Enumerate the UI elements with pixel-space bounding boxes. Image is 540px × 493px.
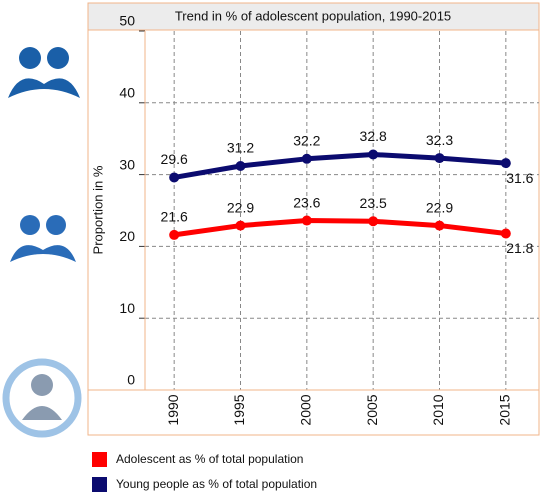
- y-tick-label: 40: [119, 85, 135, 101]
- data-label: 32.3: [426, 132, 453, 148]
- data-label: 21.6: [161, 209, 188, 225]
- data-label: 22.9: [227, 199, 254, 215]
- y-axis-label: Proportion in %: [90, 165, 105, 254]
- refresh-icon: [2, 358, 82, 438]
- series-line: [173, 151, 507, 180]
- data-point: [368, 149, 379, 160]
- plot-frame: [87, 29, 540, 436]
- data-point: [301, 215, 312, 226]
- data-label: 23.6: [293, 194, 320, 210]
- y-tick-label: 0: [127, 372, 135, 388]
- x-tick-label: 1990: [165, 394, 181, 425]
- data-label: 22.9: [426, 199, 453, 215]
- data-point: [500, 228, 511, 239]
- series-line: [173, 218, 507, 238]
- legend-label: Adolescent as % of total population: [116, 452, 303, 466]
- legend-swatch: [92, 477, 107, 492]
- y-tick-label: 50: [119, 13, 135, 29]
- data-point: [368, 216, 379, 227]
- title-box: [87, 2, 540, 31]
- people-icon: [10, 215, 76, 262]
- data-label: 31.2: [227, 140, 254, 156]
- data-point: [434, 153, 445, 164]
- y-tick-label: 30: [119, 156, 135, 172]
- legend-swatch: [92, 452, 107, 467]
- data-label: 21.8: [506, 240, 533, 256]
- data-point: [434, 220, 445, 231]
- data-point: [500, 158, 511, 169]
- chart-title: Trend in % of adolescent population, 199…: [175, 8, 451, 23]
- x-tick-label: 2005: [364, 394, 380, 425]
- data-point: [169, 172, 180, 183]
- y-tick-label: 10: [119, 300, 135, 316]
- y-tick-label: 20: [119, 228, 135, 244]
- data-label: 32.8: [360, 128, 387, 144]
- x-tick-label: 2000: [298, 394, 314, 425]
- data-label: 32.2: [293, 133, 320, 149]
- data-point: [235, 160, 246, 171]
- legend-label: Young people as % of total population: [116, 477, 317, 491]
- x-tick-label: 1995: [231, 394, 247, 425]
- data-label: 29.6: [161, 151, 188, 167]
- data-label: 23.5: [360, 195, 387, 211]
- x-tick-label: 2015: [497, 394, 513, 425]
- data-point: [301, 153, 312, 164]
- data-point: [169, 229, 180, 240]
- people-icon: [8, 47, 80, 98]
- data-point: [235, 220, 246, 231]
- x-tick-label: 2010: [430, 394, 446, 425]
- data-label: 31.6: [506, 170, 533, 186]
